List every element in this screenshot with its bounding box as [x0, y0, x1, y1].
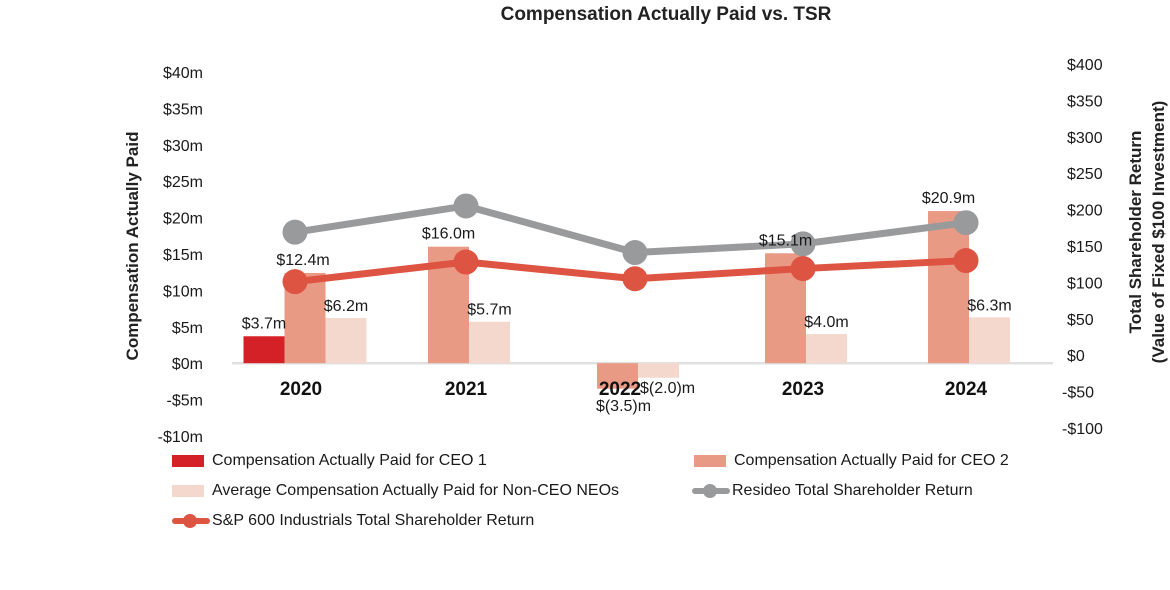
legend-swatch-sp600 [172, 514, 210, 528]
right-axis-tick-label: $350 [1067, 93, 1103, 110]
bar-data-label: $4.0m [804, 314, 848, 331]
legend-swatch-neo [172, 485, 204, 497]
marker-sp600-2020 [282, 269, 308, 295]
bar-2020-series-0 [243, 336, 285, 364]
category-labels: 2020 2021 2022 2023 2024 [280, 379, 988, 400]
bar-data-label: $16.0m [422, 226, 475, 243]
legend-swatch-resideo [692, 484, 730, 498]
left-axis-tick-label: $15m [163, 247, 203, 264]
right-axis-title-line1: Total Shareholder Return [1126, 131, 1145, 334]
category-label-2020: 2020 [280, 379, 322, 400]
legend-swatch-ceo1 [172, 455, 204, 467]
bar-2024-series-1 [928, 211, 969, 364]
bar-2020-series-2 [325, 318, 367, 364]
right-axis-tick-label: $150 [1067, 239, 1103, 256]
right-axis-tick-label: -$50 [1062, 385, 1094, 402]
legend-label-ceo1: Compensation Actually Paid for CEO 1 [212, 452, 487, 469]
right-axis-tick-label: $200 [1067, 203, 1103, 220]
bar-data-label: $15.1m [759, 232, 812, 249]
legend-item-sp600: S&P 600 Industrials Total Shareholder Re… [172, 512, 534, 530]
bar-2021-series-2 [469, 321, 510, 364]
tsr-lines [282, 193, 979, 295]
left-axis-tick-label: $20m [163, 211, 203, 228]
legend: Compensation Actually Paid for CEO 1 Com… [172, 452, 1072, 542]
right-axis-tick-label: $0 [1067, 348, 1085, 365]
marker-resideo-2022 [622, 240, 648, 266]
bar-2022-series-2 [638, 363, 679, 378]
left-axis-tick-label: $25m [163, 174, 203, 191]
bar-data-label: $5.7m [467, 302, 511, 319]
right-axis-title-line2: (Value of Fixed $100 Investment) [1149, 101, 1168, 364]
left-axis-title: Compensation Actually Paid [123, 132, 142, 361]
marker-resideo-2024 [953, 210, 979, 236]
bar-2023-series-2 [806, 334, 847, 364]
bar-2024-series-2 [969, 317, 1010, 364]
left-axis-tick-label: -$5m [167, 393, 203, 410]
marker-resideo-2023 [790, 231, 816, 257]
marker-resideo-2020 [282, 219, 308, 245]
bar-data-label: $3.7m [242, 315, 286, 332]
left-axis-tick-label: $10m [163, 283, 203, 300]
marker-sp600-2021 [453, 249, 479, 275]
right-axis-tick-label: $100 [1067, 275, 1103, 292]
bar-2022-series-1 [597, 363, 638, 389]
left-axis-tick-label: $40m [163, 65, 203, 82]
bar-data-labels: $3.7m $12.4m $6.2m $16.0m $5.7m $(3.5)m$(2.0)… [242, 190, 1012, 415]
right-axis-tick-label: $50 [1067, 312, 1094, 329]
right-axis-tick-label: $250 [1067, 166, 1103, 183]
legend-label-ceo2: Compensation Actually Paid for CEO 2 [734, 452, 1009, 469]
legend-item-ceo2: Compensation Actually Paid for CEO 2 [694, 452, 1009, 470]
bar-data-label: $20.9m [922, 190, 975, 207]
left-axis-tick-label: $5m [172, 320, 203, 337]
category-label-2023: 2023 [782, 379, 824, 400]
right-axis-tick-label: $400 [1067, 57, 1103, 74]
left-axis-tick-label: $35m [163, 101, 203, 118]
right-axis-ticks: $400 $350 $300 $250 $200 $150 $100 $50 $0 -$50 -$1… [1062, 57, 1103, 438]
left-axis-tick-label: $30m [163, 138, 203, 155]
marker-sp600-2024 [953, 248, 979, 274]
legend-label-neo: Average Compensation Actually Paid for N… [212, 482, 620, 499]
bar-data-label: $(2.0)m [640, 380, 695, 397]
right-axis-tick-label: $300 [1067, 130, 1103, 147]
left-axis-ticks: $40m $35m $30m $25m $20m $15m $10m $5m $0m -$5m -$… [158, 65, 203, 446]
legend-item-neo: Average Compensation Actually Paid for N… [172, 482, 619, 500]
category-label-2024: 2024 [945, 379, 988, 400]
chart-title: Compensation Actually Paid vs. TSR [501, 4, 832, 25]
bar-data-label: $6.3m [967, 297, 1011, 314]
bar-data-label: $6.2m [324, 298, 368, 315]
legend-item-ceo1: Compensation Actually Paid for CEO 1 [172, 452, 487, 470]
legend-label-sp600: S&P 600 Industrials Total Shareholder Re… [212, 512, 535, 529]
right-axis-tick-label: -$100 [1062, 421, 1103, 438]
marker-resideo-2021 [453, 193, 479, 219]
marker-sp600-2022 [622, 266, 648, 292]
legend-swatch-ceo2 [694, 455, 726, 467]
bar-data-label: $(3.5)m [596, 398, 651, 415]
category-label-2022: 2022 [599, 379, 641, 400]
legend-label-resideo: Resideo Total Shareholder Return [732, 482, 973, 499]
left-axis-tick-label: -$10m [158, 429, 203, 446]
marker-sp600-2023 [790, 256, 816, 282]
legend-item-resideo: Resideo Total Shareholder Return [692, 482, 973, 500]
left-axis-tick-label: $0m [172, 356, 203, 373]
category-label-2021: 2021 [445, 379, 488, 400]
bar-data-label: $12.4m [276, 252, 329, 269]
